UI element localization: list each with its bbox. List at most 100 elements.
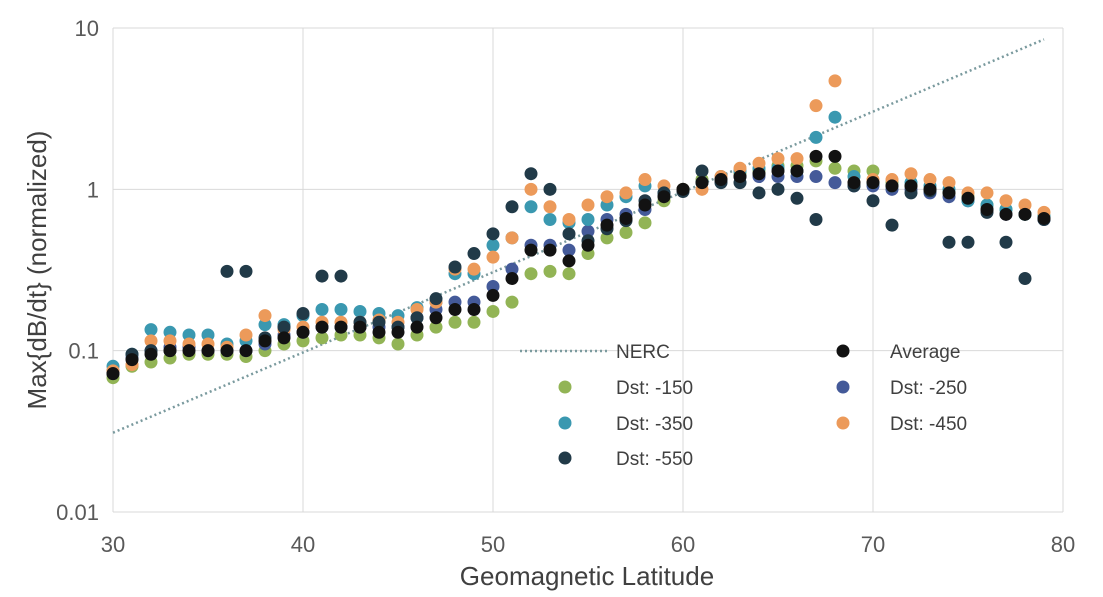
data-point [923,182,937,196]
legend-label: Dst: -350 [616,414,693,435]
data-point [809,170,823,184]
data-point [562,243,576,257]
legend-dot-marker [558,416,572,430]
legend-entry: Dst: -450 [836,414,967,435]
data-point [581,238,595,252]
data-point [619,211,633,225]
data-point [144,323,158,337]
legend-dot-marker [836,344,850,358]
data-point [201,328,215,342]
data-point [942,176,956,190]
data-point [733,170,747,184]
data-point [429,292,443,306]
y-axis-title: Max{dB/dt} (normalized) [22,131,52,410]
data-point [524,243,538,257]
axes: 30 40 50 60 70 80 0.01 0.1 1 10 [56,16,1075,557]
data-point [543,213,557,227]
data-point [695,176,709,190]
legend-dot-marker [836,380,850,394]
data-point [296,306,310,320]
data-point [809,213,823,227]
data-point [809,149,823,163]
nerc-line [112,38,1045,434]
data-point [600,190,614,204]
data-point [258,334,272,348]
data-point [524,200,538,214]
data-point [543,182,557,196]
data-point [239,344,253,358]
nerc-series [112,38,1045,434]
legend-dot-marker [836,416,850,430]
legend-entry: Dst: -550 [558,449,693,470]
data-point [752,167,766,181]
data-point [790,164,804,178]
data-point [182,344,196,358]
legend-label: Dst: -150 [616,378,693,399]
data-point [486,238,500,252]
data-point [467,302,481,316]
data-point [239,328,253,342]
data-point [790,191,804,205]
data-point [866,194,880,208]
data-point [239,264,253,278]
data-point [771,182,785,196]
data-point [163,334,177,348]
data-point [391,325,405,339]
data-point [638,216,652,230]
data-point [999,194,1013,208]
data-point [277,320,291,334]
data-point [448,315,462,329]
legend: NERC Average Dst: -150 Dst: -250 Dst: -350 Ds… [520,342,967,470]
data-point [581,224,595,238]
data-point [334,302,348,316]
data-point [353,320,367,334]
data-point [904,167,918,181]
data-point [486,279,500,293]
data-points [106,74,1051,385]
data-point [429,311,443,325]
y-tick-label: 0.1 [68,339,99,364]
data-point [505,231,519,245]
x-tick-label: 80 [1051,532,1075,557]
data-point [372,325,386,339]
data-point [847,176,861,190]
legend-entry: NERC [520,342,670,363]
data-point [828,110,842,124]
data-point [1018,272,1032,286]
x-tick-label: 40 [291,532,315,557]
data-point [315,331,329,345]
data-point [296,325,310,339]
data-point [809,130,823,144]
y-tick-label: 10 [75,16,99,41]
legend-dot-marker [558,451,572,465]
data-point [866,176,880,190]
x-axis-title: Geomagnetic Latitude [460,561,714,591]
data-point [334,269,348,283]
data-point [600,218,614,232]
data-point [505,262,519,276]
data-point [923,173,937,187]
data-point [885,179,899,193]
data-point [353,304,367,318]
data-point [391,337,405,351]
data-point [144,334,158,348]
data-point [486,227,500,241]
data-point [505,200,519,214]
data-point [562,254,576,268]
data-point [771,164,785,178]
data-point [562,267,576,281]
data-point [467,315,481,329]
y-tick-label: 1 [87,177,99,202]
data-point [942,186,956,200]
data-point [885,218,899,232]
data-point [543,243,557,257]
data-point [410,320,424,334]
data-point [372,315,386,329]
data-point [562,227,576,241]
data-point [942,235,956,249]
legend-entry: Dst: -350 [558,414,693,435]
legend-label: NERC [616,342,670,363]
legend-label: Dst: -450 [890,414,967,435]
data-point [600,231,614,245]
data-point [486,250,500,264]
